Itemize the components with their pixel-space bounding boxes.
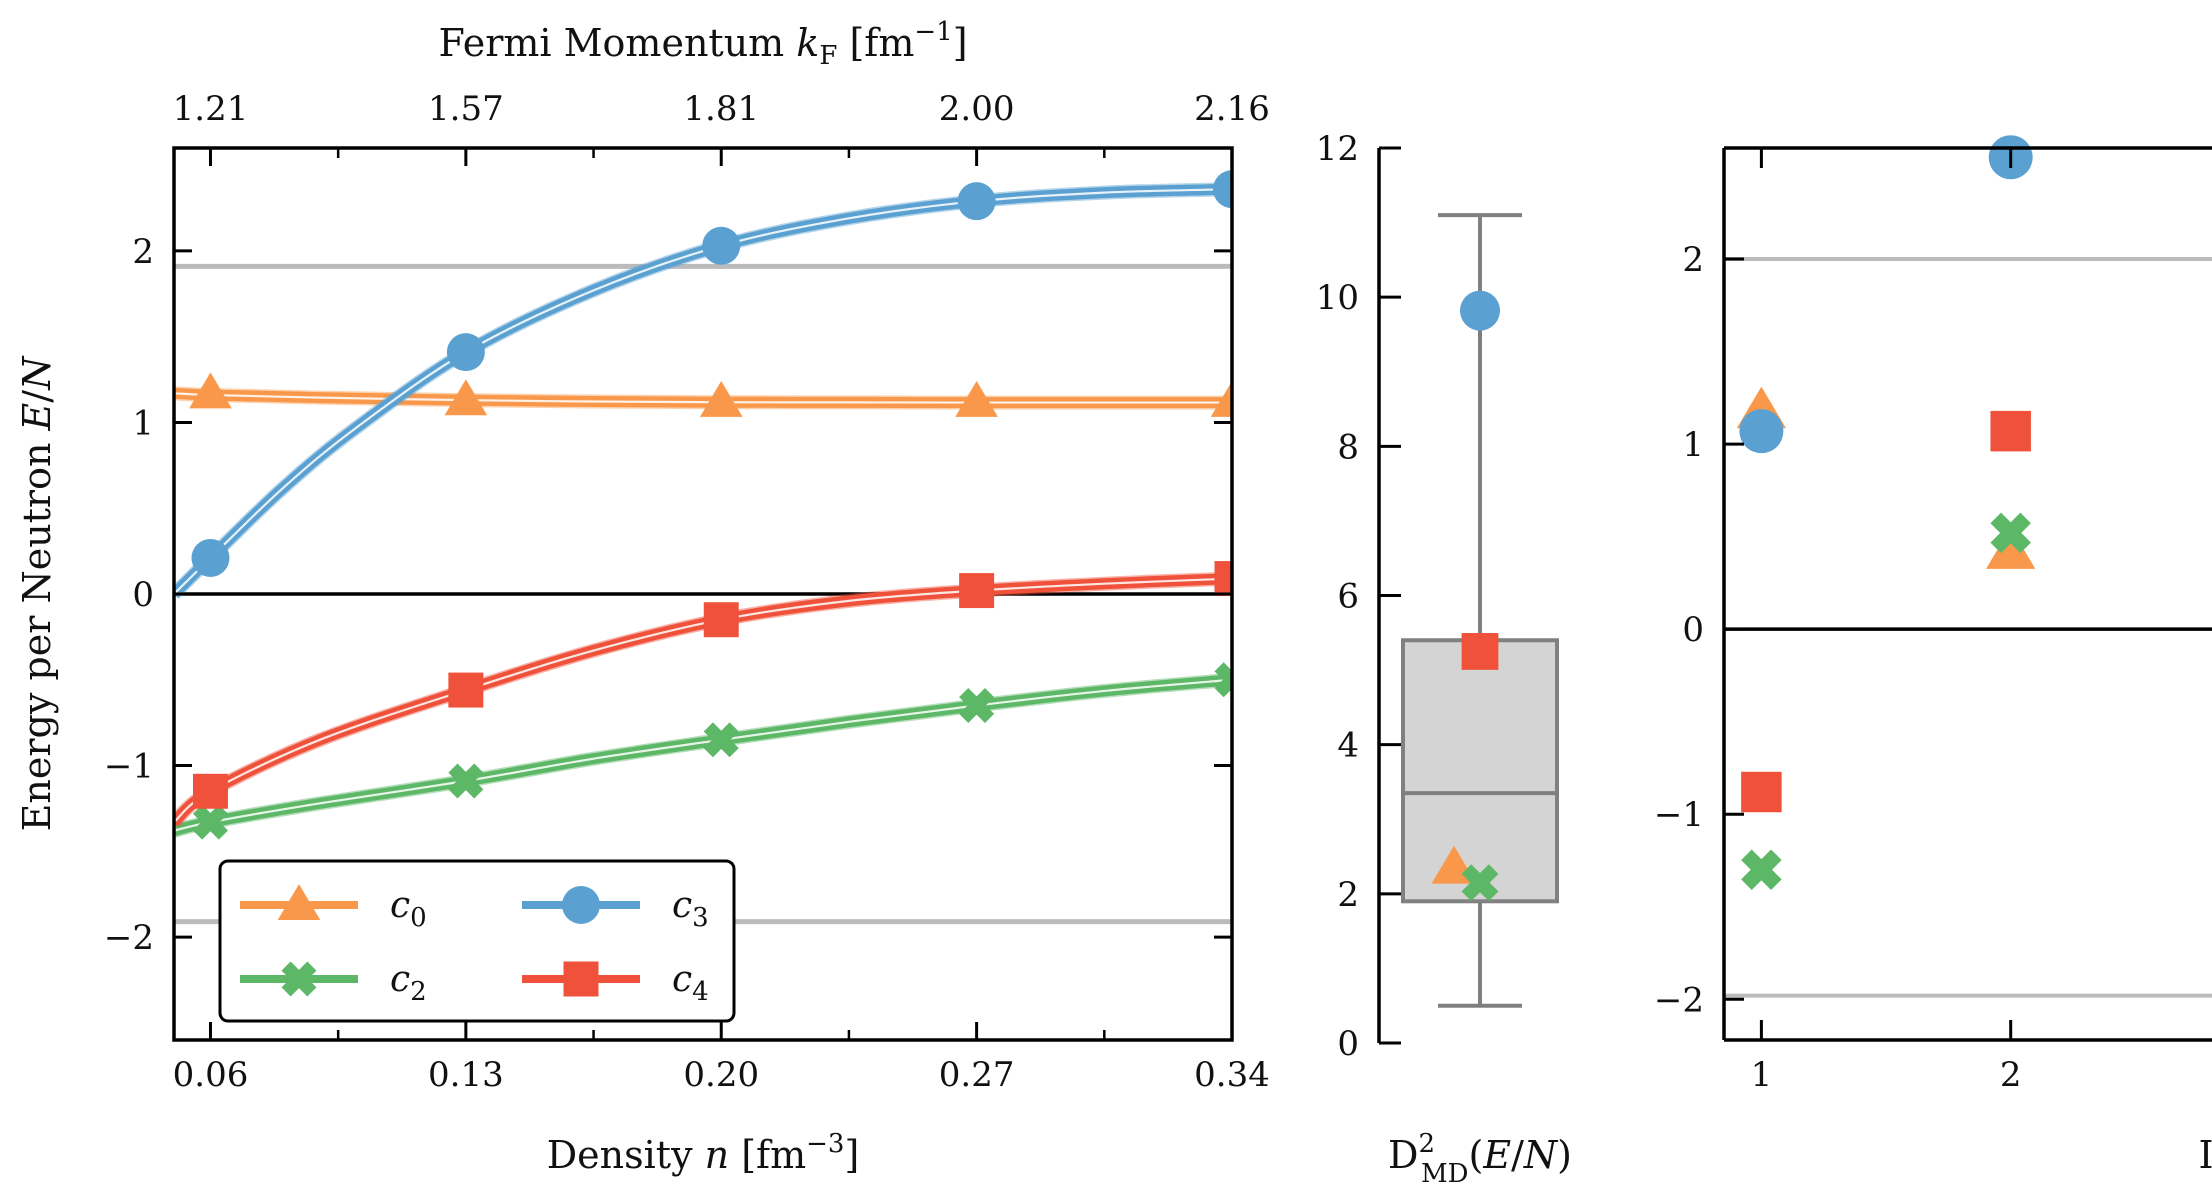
legend-marker (562, 886, 600, 924)
scatter-y-tick-label: −2 (1654, 980, 1704, 1020)
y-axis-label: Energy per Neutron E/N (15, 355, 59, 831)
data-point-c2 (448, 763, 484, 799)
legend-label: c3 (672, 885, 709, 933)
reference-lines (1724, 257, 2212, 998)
data-point-c2 (959, 688, 995, 723)
scatter-point-c0 (1986, 527, 2036, 569)
data-point-c4 (959, 573, 995, 609)
scatter-y-tick-label: 1 (1682, 425, 1704, 465)
legend-label: c2 (390, 959, 427, 1007)
scatter-point-c4 (1741, 771, 1782, 813)
box-point-c2 (1461, 864, 1499, 902)
scatter-x-axis-label: I (2198, 1133, 2212, 1177)
box-y-axis: 0 2 4 6 8 10 12 (1316, 129, 1401, 1064)
box-x-axis-label: D2 MD(E/N) (1388, 1129, 1572, 1189)
data-point-c3 (1213, 170, 1232, 209)
x-tick-label: 0.27 (939, 1055, 1015, 1095)
legend-label: c4 (672, 959, 709, 1007)
data-point-c0 (444, 379, 488, 416)
data-point-c2 (1214, 662, 1232, 698)
scatter-point-c3 (1739, 409, 1784, 454)
series-curves (174, 182, 1232, 838)
top-x-tick-label: 1.81 (683, 89, 759, 129)
data-point-c4 (193, 773, 228, 809)
top-x-axis-label: Fermi Momentum kF [fm−1] (438, 17, 967, 71)
y-tick-label: −2 (104, 918, 154, 958)
data-point-c3 (446, 333, 485, 372)
data-point-c0 (1210, 380, 1232, 417)
data-point-c4 (1214, 561, 1232, 597)
y-tick-label: 0 (132, 575, 154, 615)
plot-frame (1722, 146, 2212, 1042)
box-whisker (1401, 213, 1559, 1008)
legend-marker (281, 961, 317, 997)
legend-item-c2: c2 (240, 959, 427, 1007)
data-point-c4 (703, 602, 739, 638)
x-tick-label: 0.20 (683, 1055, 759, 1095)
legend-box (218, 859, 736, 1023)
data-point-c3 (191, 538, 230, 577)
x-tick-label: 0.06 (173, 1055, 249, 1095)
box-y-tick-label: 12 (1316, 129, 1359, 169)
box-plot-panel: 0 2 4 6 8 10 12 D2 MD(E/N) (1316, 129, 1572, 1189)
line-chart-panel: c0 c2 c3 c4 0.06 1.21 0.13 1.57 0.20 1.81 0.27 2.0… (15, 17, 1270, 1177)
series-center-c4 (174, 577, 1232, 823)
box-y-tick-label: 4 (1337, 726, 1359, 766)
series-band-c2 (174, 672, 1232, 838)
top-x-tick-label: 1.21 (173, 89, 249, 129)
scatter-y-tick-label: −1 (1654, 795, 1704, 835)
data-point-c3 (702, 226, 741, 265)
x-tick-label: 0.34 (1194, 1055, 1270, 1095)
box-y-tick-label: 0 (1337, 1024, 1359, 1064)
data-point-c0 (955, 380, 998, 417)
box-points (1431, 290, 1500, 902)
scatter-markers (1736, 135, 2036, 890)
x-axis-label: Density n [fm−3] (547, 1129, 860, 1177)
y-tick-label: 2 (132, 232, 154, 272)
axis-ticks: −2 −1 0 1 2 1 2 (1654, 148, 2022, 1095)
scatter-y-tick-label: 0 (1682, 610, 1704, 650)
x-tick-label: 0.13 (428, 1055, 504, 1095)
box-point-c3 (1460, 290, 1500, 331)
top-x-tick-label: 2.00 (939, 89, 1015, 129)
box-point-c4 (1461, 633, 1499, 670)
series-markers (189, 170, 1232, 840)
series-center-c2 (174, 678, 1232, 832)
scatter-point-c4 (1990, 410, 2031, 452)
scatter-panel: −2 −1 0 1 2 1 2 I (1654, 135, 2212, 1177)
axis-ticks: 0.06 1.21 0.13 1.57 0.20 1.81 0.27 2.00 0.34 2.16… (104, 89, 1270, 1095)
legend-marker (563, 961, 599, 997)
box-y-tick-label: 10 (1316, 278, 1359, 318)
data-point-c2 (192, 804, 228, 840)
data-point-c2 (703, 722, 739, 758)
iqr-box (1401, 638, 1559, 904)
legend-item-c4: c4 (522, 959, 709, 1007)
data-point-c0 (699, 380, 743, 417)
legend-marker (277, 884, 321, 921)
scatter-y-tick-label: 2 (1682, 240, 1704, 280)
data-point-c4 (448, 672, 484, 708)
legend-label: c0 (390, 885, 427, 933)
y-tick-label: 1 (132, 403, 154, 443)
data-point-c3 (957, 182, 996, 221)
top-x-tick-label: 2.16 (1194, 89, 1270, 129)
legend-item-c0: c0 (240, 884, 427, 933)
scatter-x-tick-label: 1 (1751, 1055, 1773, 1095)
legend-item-c3: c3 (522, 885, 709, 933)
data-point-c0 (189, 372, 232, 409)
y-tick-label: −1 (104, 747, 154, 787)
scatter-point-c2 (1990, 512, 2031, 554)
box-y-tick-label: 6 (1337, 577, 1359, 617)
scatter-point-c2 (1741, 849, 1782, 890)
series-center-c3 (174, 188, 1232, 595)
top-x-tick-label: 1.57 (428, 89, 504, 129)
box-y-tick-label: 8 (1337, 427, 1359, 467)
box-y-tick-label: 2 (1337, 875, 1359, 915)
scatter-x-tick-label: 2 (2000, 1055, 2022, 1095)
series-center-c0 (174, 392, 1232, 404)
legend: c0 c2 c3 c4 (218, 859, 736, 1023)
